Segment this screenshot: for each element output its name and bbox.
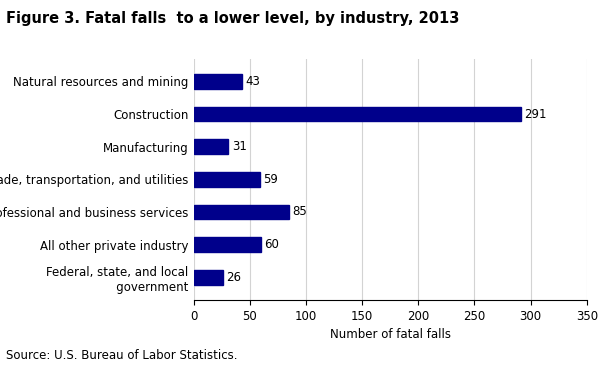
Text: 31: 31 [232, 140, 247, 153]
Bar [194, 270, 223, 285]
Text: 291: 291 [524, 108, 546, 120]
Text: 60: 60 [264, 238, 280, 251]
Text: 26: 26 [226, 271, 241, 284]
Bar [194, 107, 520, 122]
Bar [194, 139, 229, 154]
Bar [194, 237, 261, 252]
Text: Figure 3. Fatal falls  to a lower level, by industry, 2013: Figure 3. Fatal falls to a lower level, … [6, 11, 459, 26]
Text: 43: 43 [245, 75, 260, 88]
X-axis label: Number of fatal falls: Number of fatal falls [330, 328, 451, 341]
Text: 85: 85 [292, 205, 307, 219]
Text: 59: 59 [263, 173, 278, 186]
Bar [194, 74, 242, 89]
Bar [194, 172, 260, 187]
Text: Source: U.S. Bureau of Labor Statistics.: Source: U.S. Bureau of Labor Statistics. [6, 349, 238, 362]
Bar [194, 205, 289, 219]
